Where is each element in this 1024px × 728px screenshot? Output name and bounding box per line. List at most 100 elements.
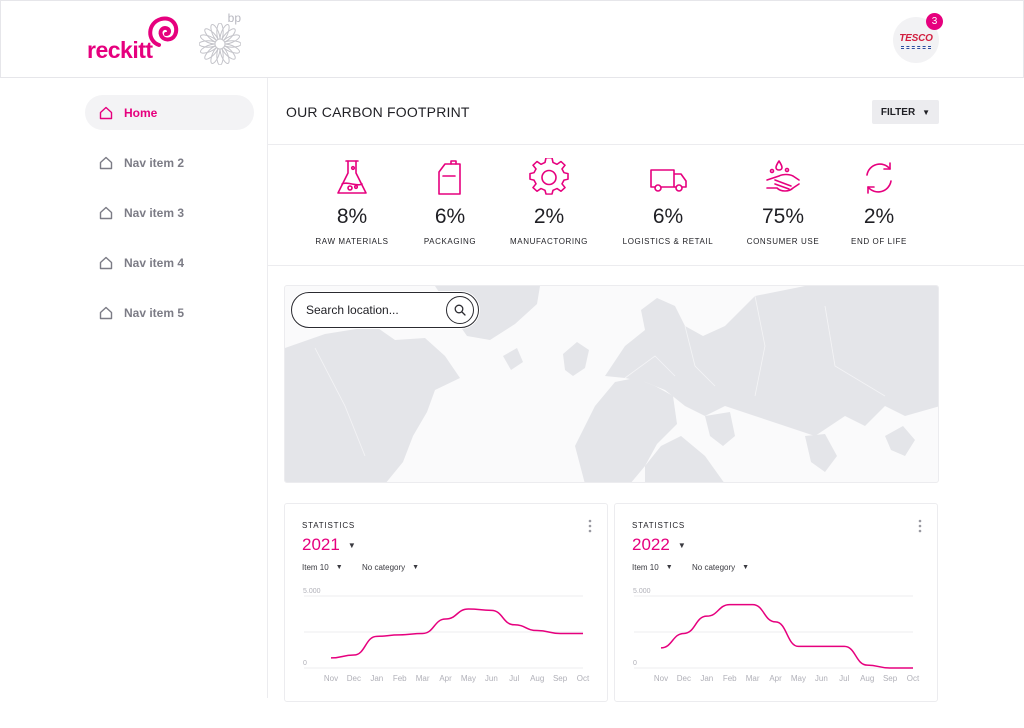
x-tick-label: Aug: [530, 674, 544, 683]
home-icon: [99, 306, 113, 319]
x-tick-label: Dec: [677, 674, 691, 683]
metric-value: 6%: [652, 205, 684, 228]
category-select[interactable]: No category ▼: [362, 563, 419, 572]
x-tick-label: Mar: [746, 674, 760, 683]
filter-button[interactable]: FILTER ▼: [872, 100, 939, 124]
x-tick-label: Nov: [324, 674, 338, 683]
retailer-name: TESCO: [899, 33, 933, 44]
caret-down-icon: ▼: [677, 540, 686, 550]
jerrycan-icon: [438, 160, 461, 195]
location-search: [291, 292, 479, 328]
year-select[interactable]: 2022 ▼: [632, 535, 686, 555]
metric-value: 75%: [761, 205, 805, 228]
x-tick-label: Jan: [370, 674, 383, 683]
search-input[interactable]: [306, 303, 446, 317]
metric-consumer-use: 75% CONSUMER USE: [728, 158, 838, 246]
y-tick-label: 5.000: [303, 588, 321, 595]
caret-down-icon: ▼: [742, 564, 750, 571]
sidebar-item-label: Nav item 2: [124, 155, 185, 170]
caret-down-icon: ▼: [922, 107, 931, 117]
series-line: [330, 608, 583, 659]
item-select[interactable]: Item 10 ▼: [302, 563, 343, 572]
filter-label: FILTER: [880, 106, 916, 118]
category-select[interactable]: No category ▼: [692, 563, 749, 572]
stats-card-2021: STATISTICS 2021 ▼ Item 10 ▼ No category …: [284, 503, 608, 702]
sidebar-item-label: Nav item 5: [124, 305, 185, 320]
year-value: 2021: [302, 535, 340, 554]
metric-manufacturing: 2% MANUFACTORING: [494, 158, 604, 246]
search-button[interactable]: [446, 296, 474, 324]
home-icon: [99, 156, 113, 169]
top-header: reckitt bp TESCO 3: [0, 0, 1024, 78]
divider: [268, 144, 1024, 145]
sidebar-item-label: Nav item 4: [124, 255, 185, 270]
y-tick-label: 0: [303, 660, 307, 667]
partner-logo[interactable]: bp: [199, 11, 245, 67]
sidebar-item-nav-4[interactable]: Nav item 4: [85, 245, 254, 280]
x-tick-label: Jul: [839, 674, 849, 683]
x-tick-label: Feb: [393, 674, 407, 683]
metric-label: LOGISTICS & RETAIL: [622, 237, 714, 246]
x-tick-label: Feb: [723, 674, 737, 683]
metric-value: 2%: [863, 205, 895, 228]
x-tick-label: Mar: [416, 674, 430, 683]
sidebar-item-label: Nav item 3: [124, 205, 185, 220]
metric-label: CONSUMER USE: [746, 237, 820, 246]
item-select-value: Item 10: [302, 563, 329, 572]
x-tick-label: Sep: [883, 674, 898, 683]
brand-logo[interactable]: reckitt: [87, 15, 187, 65]
metric-logistics-retail: 6% LOGISTICS & RETAIL: [613, 158, 723, 246]
flower-center: [214, 38, 226, 50]
caret-down-icon: ▼: [335, 564, 343, 571]
brand-name: reckitt: [87, 37, 153, 63]
x-tick-label: Oct: [907, 674, 920, 683]
x-tick-label: Sep: [553, 674, 568, 683]
line-chart-2022: 5.000 0 Nov Dec Jan Feb Mar Apr May Jun Jul Aug Sep O…: [633, 588, 920, 683]
page-title: OUR CARBON FOOTPRINT: [286, 104, 470, 120]
gear-icon: [529, 158, 569, 195]
sidebar-item-nav-2[interactable]: Nav item 2: [85, 145, 254, 180]
x-tick-label: Apr: [769, 674, 782, 683]
item-select-value: Item 10: [632, 563, 659, 572]
metric-value: 8%: [336, 205, 368, 228]
sidebar-item-home[interactable]: Home: [85, 95, 254, 130]
metric-packaging: 6% PACKAGING: [395, 158, 505, 246]
partner-name: bp: [227, 11, 241, 25]
category-select-value: No category: [692, 563, 736, 572]
x-tick-label: May: [791, 674, 806, 683]
sidebar-item-label: Home: [124, 105, 158, 120]
metric-label: RAW MATERIALS: [315, 237, 389, 246]
x-tick-label: Aug: [860, 674, 874, 683]
hand-washing-icon: [766, 160, 800, 192]
caret-down-icon: ▼: [665, 564, 673, 571]
year-select[interactable]: 2021 ▼: [302, 535, 356, 555]
stats-card-2022: STATISTICS 2022 ▼ Item 10 ▼ No category …: [614, 503, 938, 702]
x-tick-label: Jul: [509, 674, 519, 683]
metric-value: 6%: [434, 205, 466, 228]
item-select[interactable]: Item 10 ▼: [632, 563, 673, 572]
metric-end-of-life: 2% END OF LIFE: [824, 158, 934, 246]
kebab-menu-icon[interactable]: [585, 518, 595, 534]
recycle-icon: [866, 162, 892, 194]
flask-icon: [337, 160, 367, 194]
world-map-graphic: [285, 286, 938, 482]
caret-down-icon: ▼: [412, 564, 420, 571]
y-tick-label: 5.000: [633, 588, 651, 595]
sidebar-item-nav-5[interactable]: Nav item 5: [85, 295, 254, 330]
kebab-menu-icon[interactable]: [915, 518, 925, 534]
metric-raw-materials: 8% RAW MATERIALS: [297, 158, 407, 246]
sidebar: [0, 78, 268, 698]
retailer-stripes: [901, 46, 931, 49]
series-line: [660, 603, 913, 669]
year-value: 2022: [632, 535, 670, 554]
swirl-icon: [148, 16, 179, 47]
sidebar-item-nav-3[interactable]: Nav item 3: [85, 195, 254, 230]
x-tick-label: Oct: [577, 674, 590, 683]
notification-badge[interactable]: 3: [926, 13, 943, 30]
metric-label: END OF LIFE: [851, 237, 907, 246]
line-chart-2021: 5.000 0 Nov Dec Jan Feb Mar Apr May Jun Jul Aug Sep O…: [303, 588, 590, 683]
x-tick-label: Jun: [485, 674, 498, 683]
truck-icon: [650, 169, 687, 192]
card-label: STATISTICS: [632, 521, 686, 530]
